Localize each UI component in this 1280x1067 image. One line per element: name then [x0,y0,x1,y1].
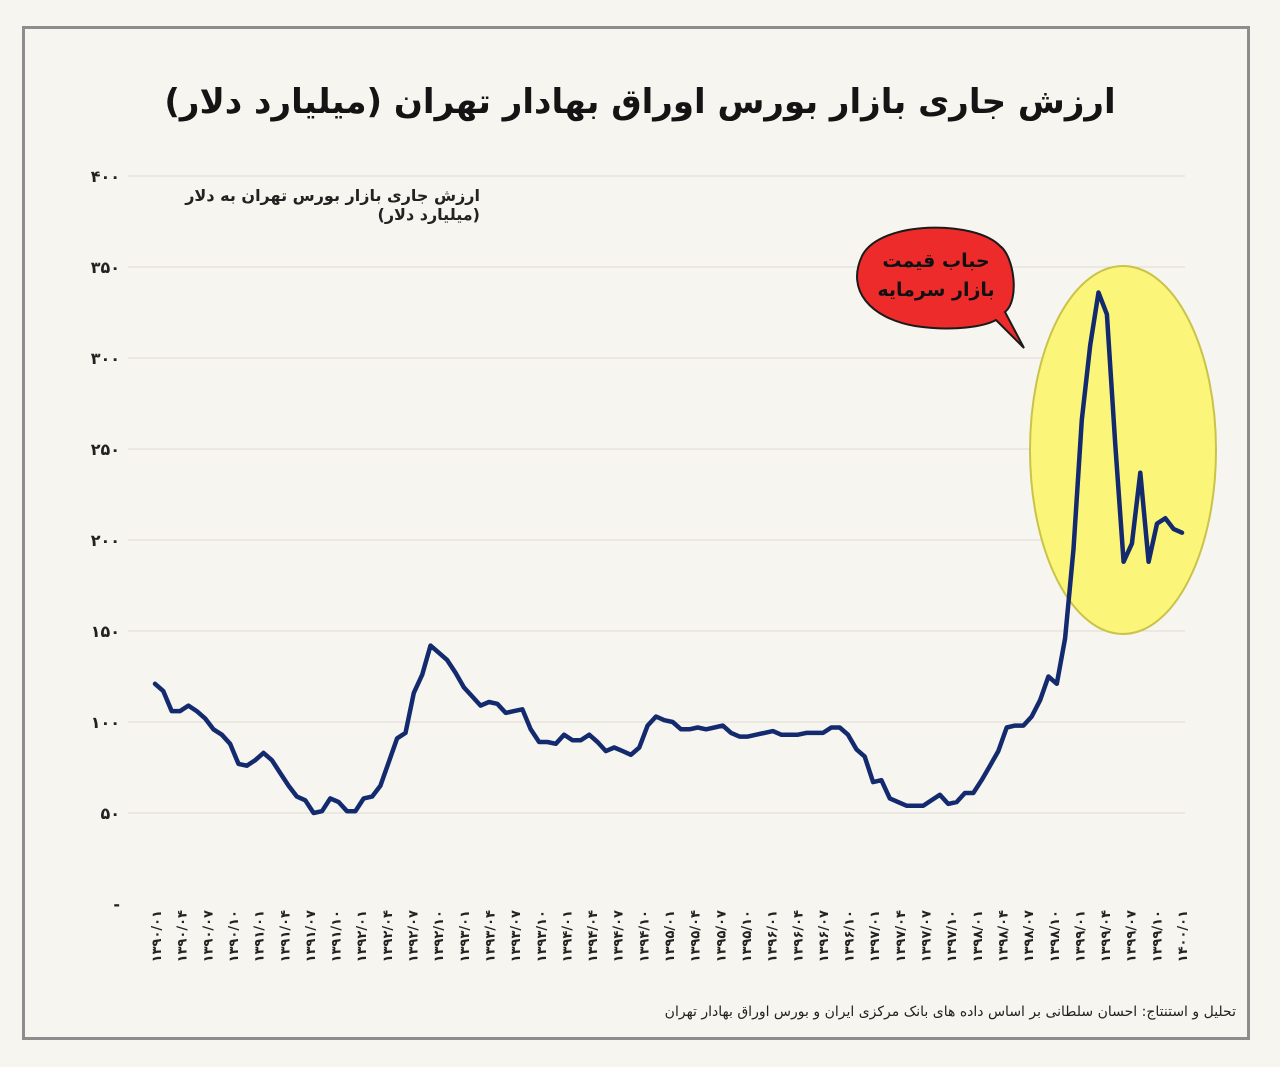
x-tick-label: ۱۳۹۰/۰۷ [201,910,216,962]
x-tick-label: ۱۳۹۸/۰۱ [971,910,986,962]
x-tick-label: ۱۳۹۱/۱۰ [330,910,345,962]
y-tick-label: ۴۰۰ [91,167,120,186]
y-tick-label: ۳۵۰ [91,258,120,277]
y-tick-label: ۲۰۰ [91,531,120,550]
x-tick-label: ۱۳۹۷/۰۷ [920,910,935,962]
y-tick-label: ۳۰۰ [91,349,120,368]
x-tick-label: ۱۳۹۹/۰۴ [1099,910,1114,962]
x-tick-label: ۱۳۹۸/۰۷ [1022,910,1037,962]
y-tick-label: - [113,895,120,914]
x-tick-label: ۱۳۹۲/۰۴ [381,910,396,962]
data-series [152,290,1185,816]
callout-line-2: بازار سرمایه [877,279,994,301]
x-tick-label: ۱۳۹۴/۰۴ [586,910,601,962]
x-tick-label: ۱۳۹۷/۰۴ [894,910,909,962]
x-tick-label: ۱۳۹۱/۰۱ [253,910,268,962]
x-tick-label: ۱۳۹۲/۱۰ [432,910,447,962]
x-tick-label: ۱۳۹۱/۰۷ [304,910,319,962]
x-tick-label: ۱۳۹۳/۰۴ [483,910,498,962]
bubble-highlight [1029,265,1217,635]
highlight-ellipse [1029,265,1217,635]
x-tick-label: ۱۳۹۸/۰۴ [996,910,1011,962]
x-tick-label: ۱۳۹۷/۱۰ [945,910,960,962]
x-tick-label: ۱۳۹۹/۰۷ [1125,910,1140,962]
x-tick-label: ۱۳۹۰/۰۱ [150,910,165,962]
source-credit: تحلیل و استنتاج: احسان سلطانی بر اساس دا… [664,1004,1236,1020]
y-tick-label: ۲۵۰ [91,440,120,459]
x-tick-label: ۱۳۹۶/۰۱ [766,910,781,962]
y-axis-label: ارزش جاری بازار بورس تهران به دلار (میلی… [185,186,480,224]
x-tick-label: ۱۳۹۶/۰۷ [817,910,832,962]
x-tick-label: ۱۳۹۵/۰۴ [689,910,704,962]
y-axis-ticks: - ۵۰ ۱۰۰ ۱۵۰ ۲۰۰ ۲۵۰ ۳۰۰ ۳۵۰ ۴۰۰ [91,167,120,914]
x-tick-label: ۱۳۹۵/۰۱ [663,910,678,962]
x-tick-label: ۱۳۹۰/۰۴ [176,910,191,962]
x-tick-label: ۱۳۹۵/۰۷ [714,910,729,962]
x-tick-label: ۱۳۹۰/۱۰ [227,910,242,962]
x-tick-label: ۱۳۹۹/۱۰ [1150,910,1165,962]
x-tick-label: ۱۴۰۰/۰۱ [1176,910,1191,962]
x-tick-label: ۱۳۹۴/۰۷ [612,910,627,962]
x-tick-label: ۱۳۹۳/۰۷ [509,910,524,962]
x-tick-label: ۱۳۹۴/۱۰ [637,910,652,962]
chart-frame [22,26,1250,1040]
x-tick-label: ۱۳۹۳/۰۱ [458,910,473,962]
x-tick-label: ۱۳۹۱/۰۴ [278,910,293,962]
y-tick-label: ۱۰۰ [91,713,120,732]
x-tick-label: ۱۳۹۹/۰۱ [1073,910,1088,962]
y-tick-label: ۱۵۰ [91,622,120,641]
x-tick-label: ۱۳۹۷/۰۱ [868,910,883,962]
bubble-callout: حباب قیمت بازار سرمایه [856,226,1025,349]
grid-lines [128,175,1185,814]
x-tick-label: ۱۳۹۶/۰۴ [791,910,806,962]
chart-title: ارزش جاری بازار بورس اوراق بهادار تهران … [164,82,1116,122]
series-line [152,290,1185,816]
callout-bubble-shape [856,226,1025,349]
x-tick-label: ۱۳۹۲/۰۷ [407,910,422,962]
x-tick-label: ۱۳۹۳/۱۰ [535,910,550,962]
callout-line-1: حباب قیمت [882,250,989,272]
x-axis-ticks: ۱۳۹۰/۰۱ ۱۳۹۰/۰۴ ۱۳۹۰/۰۷ ۱۳۹۰/۱۰ ۱۳۹۱/۰۱ ۱۳۹۱/… [150,910,1191,962]
x-tick-label: ۱۳۹۲/۰۱ [355,910,370,962]
x-tick-label: ۱۳۹۵/۱۰ [740,910,755,962]
x-tick-label: ۱۳۹۶/۱۰ [843,910,858,962]
x-tick-label: ۱۳۹۴/۰۱ [560,910,575,962]
x-tick-label: ۱۳۹۸/۱۰ [1048,910,1063,962]
y-tick-label: ۵۰ [100,804,120,823]
